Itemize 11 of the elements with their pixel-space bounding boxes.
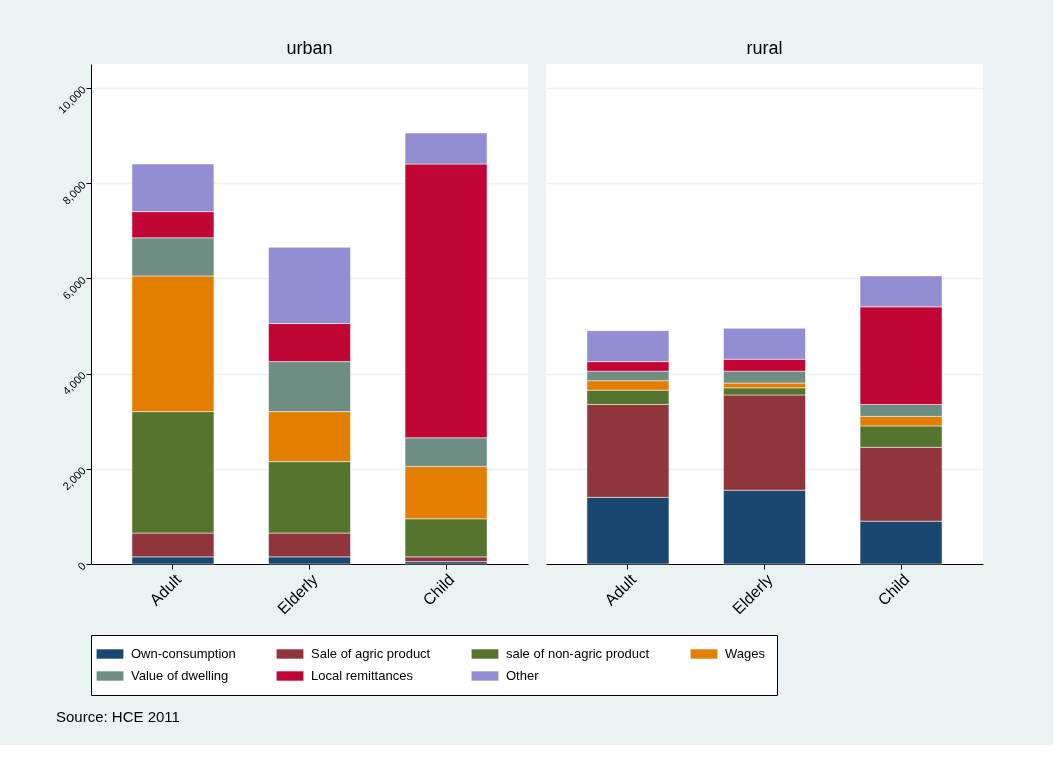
legend-label: Other [506,668,540,683]
y-tick-label: 0 [75,559,89,573]
legend-label: Local remittances [311,668,414,683]
legend-label: Sale of agric product [311,646,431,661]
source-note: Source: HCE 2011 [55,707,180,725]
chart-title: rural [746,38,783,58]
legend-label: sale of non-agric product [506,646,650,661]
legend-label: Own-consumption [131,646,236,661]
legend-label: Wages [725,646,766,661]
legend-label: Value of dwelling [131,668,229,683]
chart-title: urban [286,38,333,58]
